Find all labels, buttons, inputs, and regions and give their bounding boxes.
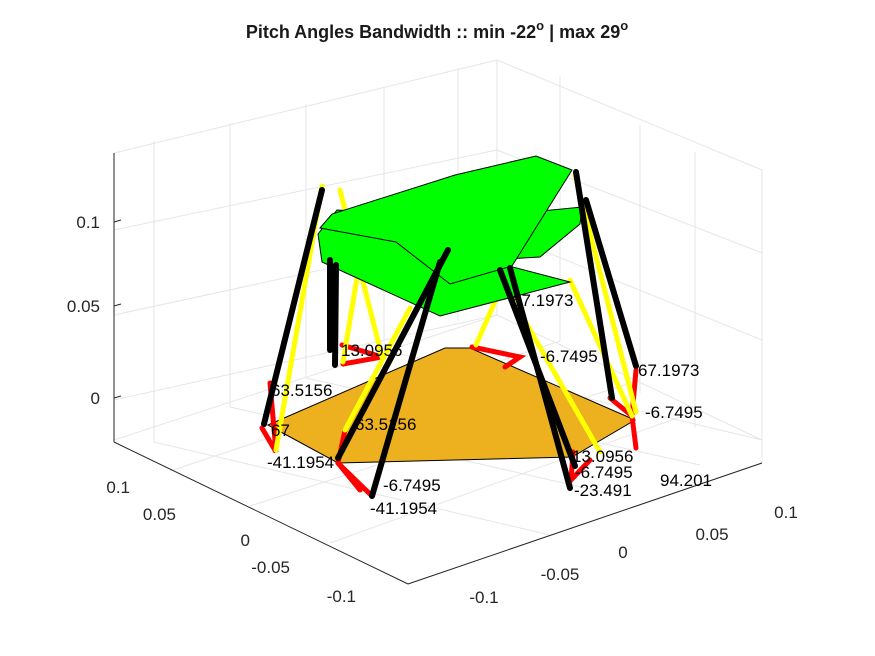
angle-label: -6.7495 (645, 403, 703, 422)
angle-annotations: 13.0956 67.1973 -6.7495 63.5156 67 -41.1954 63… (267, 291, 712, 518)
chart-title: Pitch Angles Bandwidth :: min -22o | max… (246, 18, 628, 42)
x-tick-label: -0.1 (469, 588, 498, 607)
gridline (153, 441, 551, 536)
y-tick-label: 0 (241, 531, 250, 550)
y-tick-label: 0.1 (106, 478, 130, 497)
gridline (113, 149, 498, 231)
crank-back-right (469, 344, 527, 370)
gridline (113, 314, 498, 401)
angle-label: 94.201 (660, 471, 712, 490)
angle-label: 13.0956 (341, 341, 402, 360)
x-tick-label: -0.05 (541, 565, 580, 584)
z-tick-mark (113, 395, 122, 399)
black-legs (261, 169, 639, 499)
axes-grid (113, 59, 763, 585)
y-tick-label: 0.05 (143, 505, 176, 524)
angle-label: -6.7495 (540, 347, 598, 366)
y-tick-label: -0.1 (327, 587, 356, 606)
z-tick-label: 0 (91, 389, 100, 408)
x-tick-label: 0.05 (695, 525, 728, 544)
angle-label: 63.5156 (355, 415, 416, 434)
black-leg (583, 197, 639, 369)
axis-line (407, 462, 763, 585)
gridline (113, 314, 498, 441)
black-leg (335, 247, 451, 461)
angle-label: -23.491 (574, 481, 632, 500)
z-tick-label: 0.1 (76, 213, 100, 232)
angle-label: -41.1954 (267, 453, 334, 472)
black-leg (332, 262, 339, 368)
black-leg (507, 265, 573, 491)
gridline (496, 59, 763, 171)
z-tick-mark (113, 219, 122, 223)
platform-upper (319, 155, 573, 285)
angle-label: 67.1973 (512, 291, 573, 310)
gridline (113, 59, 498, 154)
x-tick-label: 0 (618, 543, 627, 562)
angle-label: -6.7495 (575, 463, 633, 482)
z-tick-mark (113, 303, 122, 307)
angle-label: 67.1973 (638, 361, 699, 380)
angle-label: 63.5156 (271, 381, 332, 400)
gridline (329, 408, 703, 544)
angle-label: 13.0956 (572, 447, 633, 466)
mechanism: 13.0956 67.1973 -6.7495 63.5156 67 -41.1954 63… (259, 155, 712, 518)
angle-label: -6.7495 (383, 476, 441, 495)
y-tick-label: -0.05 (251, 558, 290, 577)
angle-label: 67 (271, 421, 290, 440)
x-tick-label: 0.1 (774, 503, 798, 522)
black-leg (261, 187, 325, 427)
black-leg (369, 259, 443, 499)
axes-lines (113, 153, 763, 585)
crank-front-b (335, 460, 363, 493)
tick-labels: 00.050.10.10.050-0.05-0.1 -0.1-0.0500.050… (67, 213, 798, 607)
z-tick-label: 0.05 (67, 297, 100, 316)
angle-label: -41.1954 (370, 499, 437, 518)
axis-line (113, 441, 409, 585)
yellow-leg (342, 305, 413, 433)
black-leg (573, 169, 615, 401)
